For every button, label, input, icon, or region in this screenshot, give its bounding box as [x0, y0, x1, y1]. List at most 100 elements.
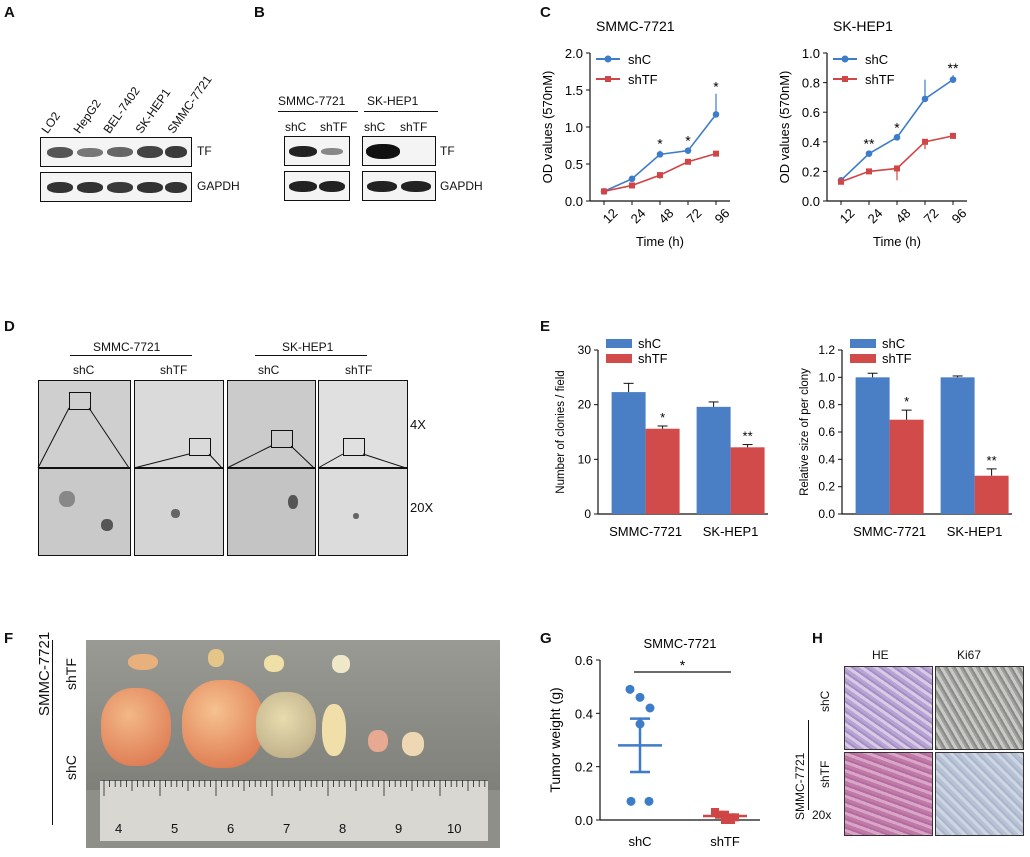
ruler-label: 9	[395, 821, 403, 836]
chart-c-smmc: SMMC-7721 0.0 0.5 1.0 1.5 2.0 12 24 48 72 96 Time (…	[540, 18, 732, 249]
x-tick-label: shC	[628, 834, 651, 849]
y-axis-label: Relative size of per clony	[799, 368, 811, 496]
data-point	[727, 816, 735, 824]
ihc-he-shtf	[844, 752, 933, 836]
chart-e-clone-size: 0.0 0.2 0.4 0.6 0.8 1.0 1.2 Relative size of pe…	[799, 336, 1012, 539]
significance-mark: **	[987, 453, 997, 468]
y-tick-label: 30	[578, 343, 592, 357]
significance-mark: **	[948, 60, 959, 76]
ihc-ki67-shtf	[935, 752, 1024, 836]
data-point	[838, 178, 844, 185]
y-tick-label: 20	[578, 398, 592, 412]
x-tick-label: SK-HEP1	[947, 524, 1003, 539]
legend-marker	[842, 76, 848, 82]
y-tick-label: 1.0	[802, 46, 820, 61]
y-axis-label: OD values (570nM)	[540, 71, 555, 184]
x-tick-label: 12	[837, 206, 858, 227]
y-tick-label: 0	[584, 507, 591, 521]
legend-label: shTF	[628, 72, 658, 87]
mag-label-4x: 4X	[410, 417, 426, 432]
y-tick-label: 0.0	[818, 507, 835, 521]
y-tick-label: 0.0	[802, 194, 820, 209]
x-tick-label: 24	[628, 206, 649, 227]
legend-marker	[841, 55, 849, 63]
cond-label: shTF	[160, 363, 188, 377]
y-tick-label: 0.2	[575, 760, 593, 775]
bar	[730, 447, 765, 514]
significance-mark: *	[713, 79, 719, 95]
cond-label: shC	[364, 120, 386, 134]
data-point	[721, 816, 729, 824]
blot-gapdh	[40, 172, 192, 202]
data-point	[628, 175, 636, 183]
zoom-lines	[37, 407, 407, 469]
blot-tf-skhep	[362, 136, 436, 166]
data-point	[601, 188, 607, 195]
bar	[611, 392, 646, 514]
y-tick-label: 0.8	[802, 76, 820, 91]
x-tick-label: 72	[921, 206, 942, 227]
group-label-shtf: shTF	[63, 658, 79, 690]
ihc-he-shc	[844, 666, 933, 750]
significance-mark: **	[743, 429, 753, 444]
significance-mark: *	[894, 119, 900, 135]
y-axis-label: OD values (570nM)	[777, 71, 792, 184]
significance-mark: *	[680, 657, 686, 673]
data-point	[894, 165, 900, 172]
data-point	[635, 692, 645, 702]
chart-title: SK-HEP1	[833, 18, 893, 34]
data-point	[685, 158, 691, 165]
bar	[645, 428, 680, 514]
x-axis-label: Time (h)	[873, 234, 921, 249]
micrograph-20x	[134, 468, 224, 556]
y-tick-label: 1.5	[565, 83, 583, 98]
data-point	[656, 151, 664, 158]
row-label-shtf: shTF	[818, 760, 832, 788]
y-tick-label: 0.5	[565, 157, 583, 172]
ihc-ki67-shc	[935, 666, 1024, 750]
data-point	[626, 796, 636, 806]
cell-line-label: SK-HEP1	[282, 340, 334, 354]
data-point	[713, 150, 719, 157]
x-tick-label: shTF	[710, 834, 740, 849]
micrograph-20x	[227, 468, 316, 556]
y-axis-label: Tumor weight (g)	[547, 687, 563, 792]
x-tick-label: 24	[865, 206, 886, 227]
data-point	[949, 76, 957, 83]
ruler-label: 8	[339, 821, 347, 836]
panel-label-e: E	[540, 318, 551, 335]
blot-gapdh-skhep	[362, 171, 436, 201]
cell-line-label: SMMC-7721	[36, 631, 53, 716]
data-point	[644, 796, 654, 806]
y-tick-label: 0.6	[818, 425, 835, 439]
row-label-tf: TF	[440, 144, 455, 158]
bar	[855, 377, 890, 514]
chart-g-tumor-weight: SMMC-7721 0.0 0.2 0.4 0.6 Tumor weight (g) shC…	[547, 636, 760, 849]
ruler-label: 10	[447, 821, 462, 836]
data-point	[657, 172, 663, 179]
legend-marker	[605, 76, 611, 82]
micrograph-4x	[134, 380, 224, 468]
cond-label: shC	[258, 363, 280, 377]
y-tick-label: 0.4	[818, 452, 835, 466]
cell-line-label: SMMC-7721	[278, 94, 346, 108]
micrograph-4x	[227, 380, 316, 468]
panel-label-a: A	[4, 4, 15, 21]
micrograph-4x	[318, 380, 408, 468]
blot-tf-smmc	[284, 136, 350, 166]
bar	[696, 406, 731, 514]
significance-mark: *	[657, 136, 663, 152]
cell-line-label: SK-HEP1	[367, 94, 419, 108]
legend-marker	[604, 55, 612, 63]
legend-label: shC	[638, 336, 661, 351]
group-label-shc: shC	[63, 755, 79, 780]
panel-label-c: C	[540, 4, 551, 21]
cond-label: shTF	[320, 120, 348, 134]
row-label-gapdh: GAPDH	[197, 179, 240, 193]
cond-label: shC	[73, 363, 95, 377]
row-label-shc: shC	[818, 690, 832, 712]
data-point	[866, 168, 872, 175]
legend-label: shC	[882, 336, 905, 351]
y-tick-label: 0.2	[818, 480, 835, 494]
zoom-box	[189, 438, 211, 456]
